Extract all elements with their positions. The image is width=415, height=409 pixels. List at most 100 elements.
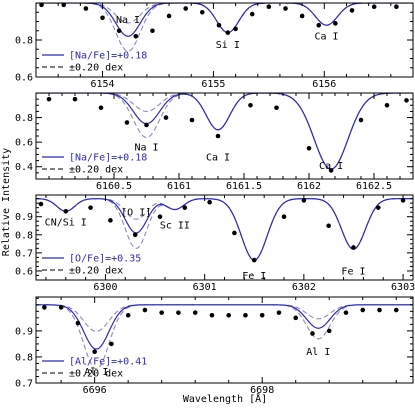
y-tick-label: 0.6	[15, 73, 33, 84]
data-point	[274, 105, 279, 111]
data-point	[157, 214, 163, 219]
legend: [Al/Fe]=+0.41±0.20 dex	[42, 357, 147, 380]
data-point	[209, 312, 215, 318]
data-point	[163, 115, 169, 120]
x-tick-label: 6155	[201, 79, 225, 90]
data-point	[266, 4, 272, 9]
legend-fit-label: [Na/Fe]=+0.18	[69, 153, 147, 164]
data-point	[132, 232, 138, 238]
y-tick-label: 0.7	[15, 379, 33, 390]
data-point	[75, 320, 81, 326]
observed-points	[46, 96, 409, 173]
data-point	[58, 305, 64, 310]
y-tick-label: 0.8	[15, 36, 33, 47]
data-point	[310, 331, 315, 336]
variation-curve-1	[36, 304, 413, 332]
data-point	[394, 4, 399, 9]
line-annotation: Ca I	[314, 31, 338, 42]
y-tick-label: 0.8	[15, 352, 33, 363]
line-annotation: Na I	[116, 15, 140, 26]
data-point	[166, 13, 172, 19]
best-fit-curve	[36, 3, 413, 37]
y-tick-label: 0.9	[15, 212, 33, 223]
data-point	[216, 22, 222, 28]
legend-dex-label: ±0.20 dex	[69, 165, 123, 176]
data-point	[63, 208, 69, 214]
model-curves	[36, 198, 413, 261]
legend: [O/Fe]=+0.35±0.20 dex	[42, 254, 141, 277]
x-axis-label: Wavelength [Å]	[183, 392, 267, 405]
data-point	[125, 312, 131, 318]
data-point	[83, 6, 89, 11]
data-point	[61, 2, 67, 8]
legend-dex-label: ±0.20 dex	[69, 63, 123, 74]
data-point	[38, 201, 44, 207]
line-annotation: Sc II	[160, 220, 190, 231]
data-point	[371, 4, 377, 9]
y-tick-label: 0.9	[15, 326, 33, 337]
data-point	[358, 117, 364, 123]
data-point	[306, 145, 312, 151]
data-point	[232, 230, 237, 236]
observed-points	[39, 2, 399, 39]
x-tick-label: 6161	[167, 181, 191, 192]
data-point	[192, 310, 198, 315]
x-tick-label: 6160.5	[96, 181, 132, 192]
data-point	[46, 96, 52, 102]
y-tick-label: 0.6	[15, 266, 33, 277]
data-point	[176, 310, 181, 315]
data-point	[360, 307, 366, 313]
data-point	[249, 11, 255, 17]
line-annotation: [O I]	[121, 208, 151, 219]
data-point	[375, 205, 381, 210]
data-point	[225, 30, 231, 35]
data-point	[142, 307, 148, 313]
y-tick-label: 0.8	[15, 113, 33, 124]
line-annotation: Al I	[306, 347, 330, 358]
legend-dex-label: ±0.20 dex	[69, 369, 123, 380]
data-point	[39, 2, 44, 8]
line-annotation: Fe I	[341, 266, 365, 277]
panels: 6154 6155 6156 0.6 0.8 Na I Si I Ca I [Na/Fe]=+0…	[15, 2, 415, 396]
y-axis-label: Relative Intensity	[1, 148, 12, 256]
data-point	[316, 22, 322, 28]
data-point	[207, 199, 212, 205]
line-annotation: CN/Si I	[45, 218, 87, 229]
data-point	[251, 257, 257, 263]
data-point	[133, 34, 139, 39]
data-point	[72, 96, 78, 102]
data-point	[293, 315, 299, 321]
data-point	[42, 305, 47, 310]
data-point	[326, 223, 331, 229]
line-annotation: Ca I	[319, 161, 343, 172]
data-point	[159, 310, 164, 315]
x-tick-label: 6162	[297, 181, 321, 192]
panel-2: 6160.5 6161 6161.5 6162 6162.5 0.4 0.6 0.8 Na I C…	[15, 92, 414, 192]
observed-points	[42, 305, 399, 355]
data-point	[328, 168, 334, 173]
x-tick-label: 6696	[83, 385, 107, 396]
legend: [Na/Fe]=+0.18±0.20 dex	[42, 51, 147, 74]
data-point	[384, 102, 390, 108]
data-point	[276, 310, 282, 315]
data-point	[226, 312, 231, 318]
x-tick-label: 6698	[250, 385, 274, 396]
line-annotation: Ca I	[206, 152, 230, 163]
y-tick-label: 0.8	[15, 230, 33, 241]
data-point	[88, 205, 93, 210]
y-tick-label: 0.7	[15, 248, 33, 259]
x-tick-label: 6302	[292, 282, 316, 293]
line-annotation: Al I	[84, 367, 108, 378]
legend-fit-label: [Al/Fe]=+0.41	[69, 357, 147, 368]
data-point	[299, 13, 305, 19]
observed-points	[38, 198, 406, 263]
best-fit-curve	[36, 198, 413, 261]
model-curves	[36, 3, 413, 52]
data-point	[259, 312, 265, 318]
panel-3: 6300 6301 6302 6303 0.6 0.7 0.8 0.9 CN/Si I [O I]…	[15, 194, 415, 293]
line-annotation: Na I	[134, 143, 158, 154]
data-point	[393, 307, 399, 313]
x-tick-label: 6162.5	[356, 181, 392, 192]
data-point	[233, 26, 238, 32]
